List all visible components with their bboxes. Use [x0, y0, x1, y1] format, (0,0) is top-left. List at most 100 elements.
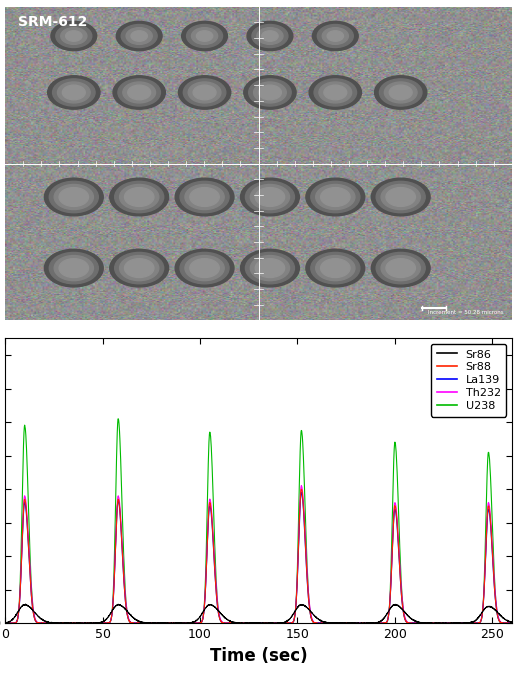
- Circle shape: [119, 255, 159, 280]
- Legend: Sr86, Sr88, La139, Th232, U238: Sr86, Sr88, La139, Th232, U238: [431, 344, 506, 417]
- Circle shape: [49, 253, 98, 284]
- Circle shape: [188, 82, 221, 103]
- Line: Sr86: Sr86: [5, 604, 512, 623]
- Sr86: [199, 611, 205, 619]
- Circle shape: [59, 259, 88, 278]
- Circle shape: [246, 181, 295, 213]
- Text: SRM-612: SRM-612: [18, 15, 87, 29]
- Circle shape: [262, 31, 278, 41]
- Circle shape: [185, 255, 224, 280]
- Circle shape: [258, 85, 281, 100]
- Circle shape: [131, 31, 147, 41]
- U238: [378, 619, 385, 627]
- Circle shape: [115, 181, 164, 213]
- Circle shape: [60, 28, 87, 44]
- La139: [499, 619, 506, 627]
- Circle shape: [125, 259, 154, 278]
- U238: [25, 490, 31, 498]
- Circle shape: [63, 85, 85, 100]
- Circle shape: [312, 22, 358, 51]
- La139: [2, 619, 8, 627]
- Circle shape: [240, 249, 299, 287]
- Circle shape: [306, 249, 364, 287]
- La139: [25, 537, 31, 545]
- Sr86: [24, 601, 30, 609]
- Circle shape: [381, 185, 420, 210]
- Th232: [499, 619, 506, 627]
- Circle shape: [255, 187, 285, 206]
- Circle shape: [119, 185, 159, 210]
- La139: [351, 619, 357, 627]
- Th232: [351, 619, 357, 627]
- Text: Increment = 50.28 microns: Increment = 50.28 microns: [428, 310, 504, 315]
- Th232: [199, 618, 205, 626]
- U238: [24, 457, 30, 465]
- Circle shape: [191, 28, 218, 44]
- Circle shape: [246, 253, 295, 284]
- Circle shape: [190, 187, 219, 206]
- Sr86: [509, 618, 515, 626]
- La139: [431, 619, 437, 627]
- Circle shape: [389, 85, 412, 100]
- Circle shape: [316, 185, 355, 210]
- Circle shape: [121, 24, 157, 47]
- Sr88: [24, 516, 30, 524]
- Line: U238: U238: [5, 419, 512, 623]
- Circle shape: [125, 187, 154, 206]
- Circle shape: [316, 255, 355, 280]
- Circle shape: [113, 75, 165, 109]
- Circle shape: [306, 178, 364, 216]
- Circle shape: [196, 31, 212, 41]
- Circle shape: [255, 259, 285, 278]
- Th232: [378, 619, 385, 627]
- Circle shape: [59, 187, 88, 206]
- Circle shape: [257, 28, 283, 44]
- Th232: [375, 619, 382, 627]
- Sr88: [298, 485, 305, 493]
- Sr88: [509, 619, 515, 627]
- Circle shape: [184, 79, 226, 106]
- Circle shape: [371, 178, 430, 216]
- U238: [2, 619, 8, 627]
- Circle shape: [128, 85, 150, 100]
- La139: [509, 619, 515, 627]
- Circle shape: [181, 22, 227, 51]
- La139: [378, 619, 385, 627]
- Circle shape: [379, 79, 422, 106]
- Circle shape: [116, 22, 162, 51]
- Circle shape: [190, 259, 219, 278]
- Sr86: [378, 617, 385, 625]
- Circle shape: [321, 187, 350, 206]
- Circle shape: [250, 185, 290, 210]
- Circle shape: [384, 82, 417, 103]
- Circle shape: [178, 75, 231, 109]
- La139: [199, 618, 205, 626]
- Th232: [298, 481, 305, 489]
- Circle shape: [51, 22, 97, 51]
- Circle shape: [386, 187, 415, 206]
- U238: [509, 619, 515, 627]
- Circle shape: [118, 79, 160, 106]
- Circle shape: [376, 181, 425, 213]
- Circle shape: [321, 259, 350, 278]
- Circle shape: [249, 79, 291, 106]
- Circle shape: [240, 178, 299, 216]
- Th232: [509, 619, 515, 627]
- Circle shape: [126, 28, 153, 44]
- Circle shape: [180, 253, 229, 284]
- Th232: [2, 619, 8, 627]
- Circle shape: [244, 75, 296, 109]
- Circle shape: [54, 255, 94, 280]
- Circle shape: [309, 75, 361, 109]
- Sr86: [22, 600, 28, 608]
- Circle shape: [381, 255, 420, 280]
- U238: [499, 619, 506, 627]
- Line: La139: La139: [5, 493, 512, 623]
- Circle shape: [374, 75, 427, 109]
- Circle shape: [187, 24, 222, 47]
- Th232: [24, 511, 30, 519]
- Circle shape: [48, 75, 100, 109]
- Sr86: [353, 619, 359, 627]
- Sr86: [351, 619, 357, 627]
- Sr88: [77, 619, 83, 627]
